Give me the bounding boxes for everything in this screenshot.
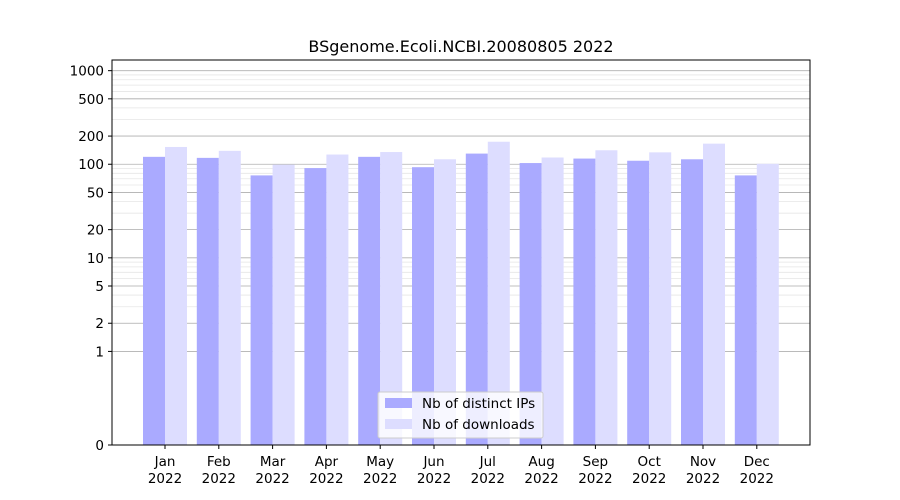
chart-title: BSgenome.Ecoli.NCBI.20080805 2022 (308, 37, 613, 56)
y-tick-label: 500 (78, 92, 104, 108)
legend: Nb of distinct IPs Nb of downloads (377, 391, 544, 439)
bar-downloads (165, 146, 187, 446)
legend-label-distinct-ips: Nb of distinct IPs (422, 396, 535, 412)
bar-downloads (434, 159, 456, 446)
legend-box (377, 391, 544, 439)
x-tick-label-month: May (366, 454, 394, 470)
x-tick-label-month: Nov (690, 454, 716, 470)
bar-distinct-ips (304, 168, 327, 445)
y-tick-label: 100 (78, 157, 104, 173)
bar-distinct-ips (250, 175, 273, 445)
bar-downloads (218, 150, 241, 445)
x-tick-label-year: 2022 (578, 471, 612, 487)
y-tick-label: 200 (78, 129, 104, 145)
bars (143, 141, 779, 446)
x-tick-label-year: 2022 (417, 471, 451, 487)
x-tick-label-year: 2022 (632, 471, 666, 487)
x-tick-label-month: Apr (315, 454, 339, 470)
bar-distinct-ips (573, 158, 596, 445)
x-tick-label-month: Jul (479, 454, 496, 470)
legend-swatch-downloads (385, 419, 412, 429)
y-tick-label: 2 (95, 316, 104, 332)
y-tick-label: 1 (95, 344, 104, 360)
x-tick-label-year: 2022 (255, 471, 289, 487)
x-tick-label-month: Jan (154, 454, 176, 470)
bar-distinct-ips (681, 159, 703, 446)
x-tick-label-month: Feb (207, 454, 231, 470)
x-tick-label-year: 2022 (471, 471, 505, 487)
y-tick-label: 1000 (70, 64, 104, 80)
x-tick-label-year: 2022 (148, 471, 182, 487)
bar-distinct-ips (734, 175, 757, 445)
x-tick-label-month: Mar (260, 454, 286, 470)
x-tick-label-month: Dec (744, 454, 770, 470)
bar-downloads (541, 157, 564, 445)
bar-downloads (595, 150, 618, 445)
legend-label-downloads: Nb of downloads (422, 417, 535, 433)
x-tick-label-month: Oct (638, 454, 661, 470)
x-tick-label-year: 2022 (363, 471, 397, 487)
bar-downloads (326, 154, 349, 445)
x-axis: Jan2022Feb2022Mar2022Apr2022May2022Jun20… (148, 445, 774, 487)
y-tick-label: 0 (95, 438, 104, 454)
bar-downloads (756, 163, 779, 445)
bar-distinct-ips (627, 160, 650, 446)
y-tick-label: 50 (87, 185, 104, 201)
plot-area-frame (111, 59, 811, 446)
bar-downloads (380, 152, 403, 445)
y-tick-label: 10 (87, 251, 104, 267)
bar-distinct-ips (143, 156, 165, 446)
y-tick-label: 5 (95, 279, 104, 295)
y-axis: 0 1 2 5 10 20 50 100 200 500 1000 (70, 64, 112, 454)
x-tick-label-year: 2022 (309, 471, 343, 487)
y-tick-label: 20 (87, 223, 104, 239)
x-tick-label-year: 2022 (740, 471, 774, 487)
legend-swatch-distinct-ips (385, 398, 412, 408)
bar-distinct-ips (358, 156, 381, 446)
bar-downloads (649, 152, 672, 445)
bar-downloads (272, 164, 295, 445)
x-tick-label-month: Jun (422, 454, 444, 470)
bar-distinct-ips (519, 163, 542, 445)
x-tick-label-year: 2022 (686, 471, 720, 487)
x-tick-label-year: 2022 (202, 471, 236, 487)
bar-distinct-ips (196, 157, 219, 446)
bar-distinct-ips (412, 167, 434, 446)
bar-downloads (487, 141, 510, 445)
x-tick-label-month: Aug (528, 454, 554, 470)
x-tick-label-month: Sep (583, 454, 608, 470)
x-tick-label-year: 2022 (524, 471, 558, 487)
bar-downloads (703, 143, 725, 445)
bar-distinct-ips (465, 153, 488, 446)
